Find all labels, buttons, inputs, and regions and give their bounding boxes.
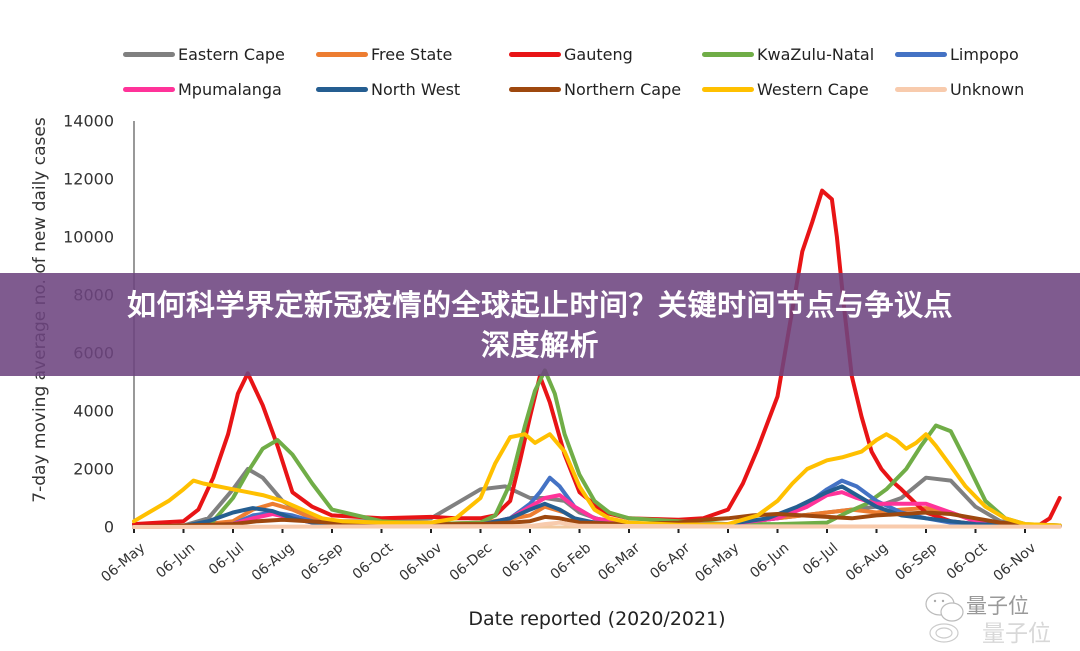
y-tick-label: 10000	[63, 227, 114, 247]
legend: Eastern Cape Free State Gauteng KwaZulu-Nat…	[0, 0, 1080, 110]
x-axis-label: Date reported (2020/2021)	[468, 608, 726, 630]
y-tick-label: 14000	[63, 111, 114, 131]
series-line-western-cape	[132, 432, 1062, 528]
legend-label: Mpumalanga	[178, 80, 282, 99]
watermark-text: 量子位	[966, 594, 1029, 618]
legend-swatch	[895, 52, 947, 57]
watermark: 量子位 量子位	[922, 588, 1072, 647]
legend-swatch	[509, 87, 561, 92]
legend-item: Unknown	[895, 80, 1024, 99]
legend-item: Mpumalanga	[123, 80, 282, 99]
legend-swatch	[895, 87, 947, 92]
legend-item: Western Cape	[702, 80, 869, 99]
x-tick-marks	[133, 529, 1026, 533]
legend-label: Gauteng	[564, 45, 633, 64]
y-tick-label: 12000	[63, 169, 114, 189]
y-tick-label: 2000	[73, 459, 114, 479]
legend-label: Free State	[371, 45, 453, 64]
legend-label: Unknown	[950, 80, 1025, 99]
wechat-icon	[925, 592, 964, 643]
legend-item: Northern Cape	[509, 80, 681, 99]
series-line-unknown	[132, 520, 1062, 529]
legend-swatch	[509, 52, 561, 57]
legend-item: Eastern Cape	[123, 45, 285, 64]
legend-item: Free State	[316, 45, 452, 64]
series-line-eastern-cape	[132, 467, 1062, 529]
legend-label: North West	[371, 80, 461, 99]
y-tick-label: 0	[103, 517, 114, 537]
legend-label: Northern Cape	[564, 80, 682, 99]
legend-label: Limpopo	[950, 45, 1019, 64]
legend-swatch	[123, 87, 175, 92]
legend-swatch	[123, 52, 175, 57]
legend-item: KwaZulu-Natal	[702, 45, 874, 64]
legend-swatch	[702, 52, 754, 57]
legend-swatch	[316, 87, 368, 92]
title-banner: 如何科学界定新冠疫情的全球起止时间？关键时间节点与争议点 深度解析	[0, 273, 1080, 376]
legend-item: North West	[316, 80, 460, 99]
legend-swatch	[702, 87, 754, 92]
series-line-northern-cape	[132, 510, 1062, 529]
legend-label: KwaZulu-Natal	[757, 45, 875, 64]
watermark-text-shadow: 量子位	[982, 621, 1051, 647]
y-tick-label: 4000	[73, 401, 114, 421]
legend-item: Limpopo	[895, 45, 1019, 64]
legend-label: Eastern Cape	[178, 45, 285, 64]
legend-label: Western Cape	[757, 80, 869, 99]
banner-title-line1: 如何科学界定新冠疫情的全球起止时间？关键时间节点与争议点	[126, 287, 953, 322]
data-series	[132, 188, 1062, 529]
legend-swatch	[316, 52, 368, 57]
legend-item: Gauteng	[509, 45, 633, 64]
banner-title-line2: 深度解析	[480, 327, 599, 362]
